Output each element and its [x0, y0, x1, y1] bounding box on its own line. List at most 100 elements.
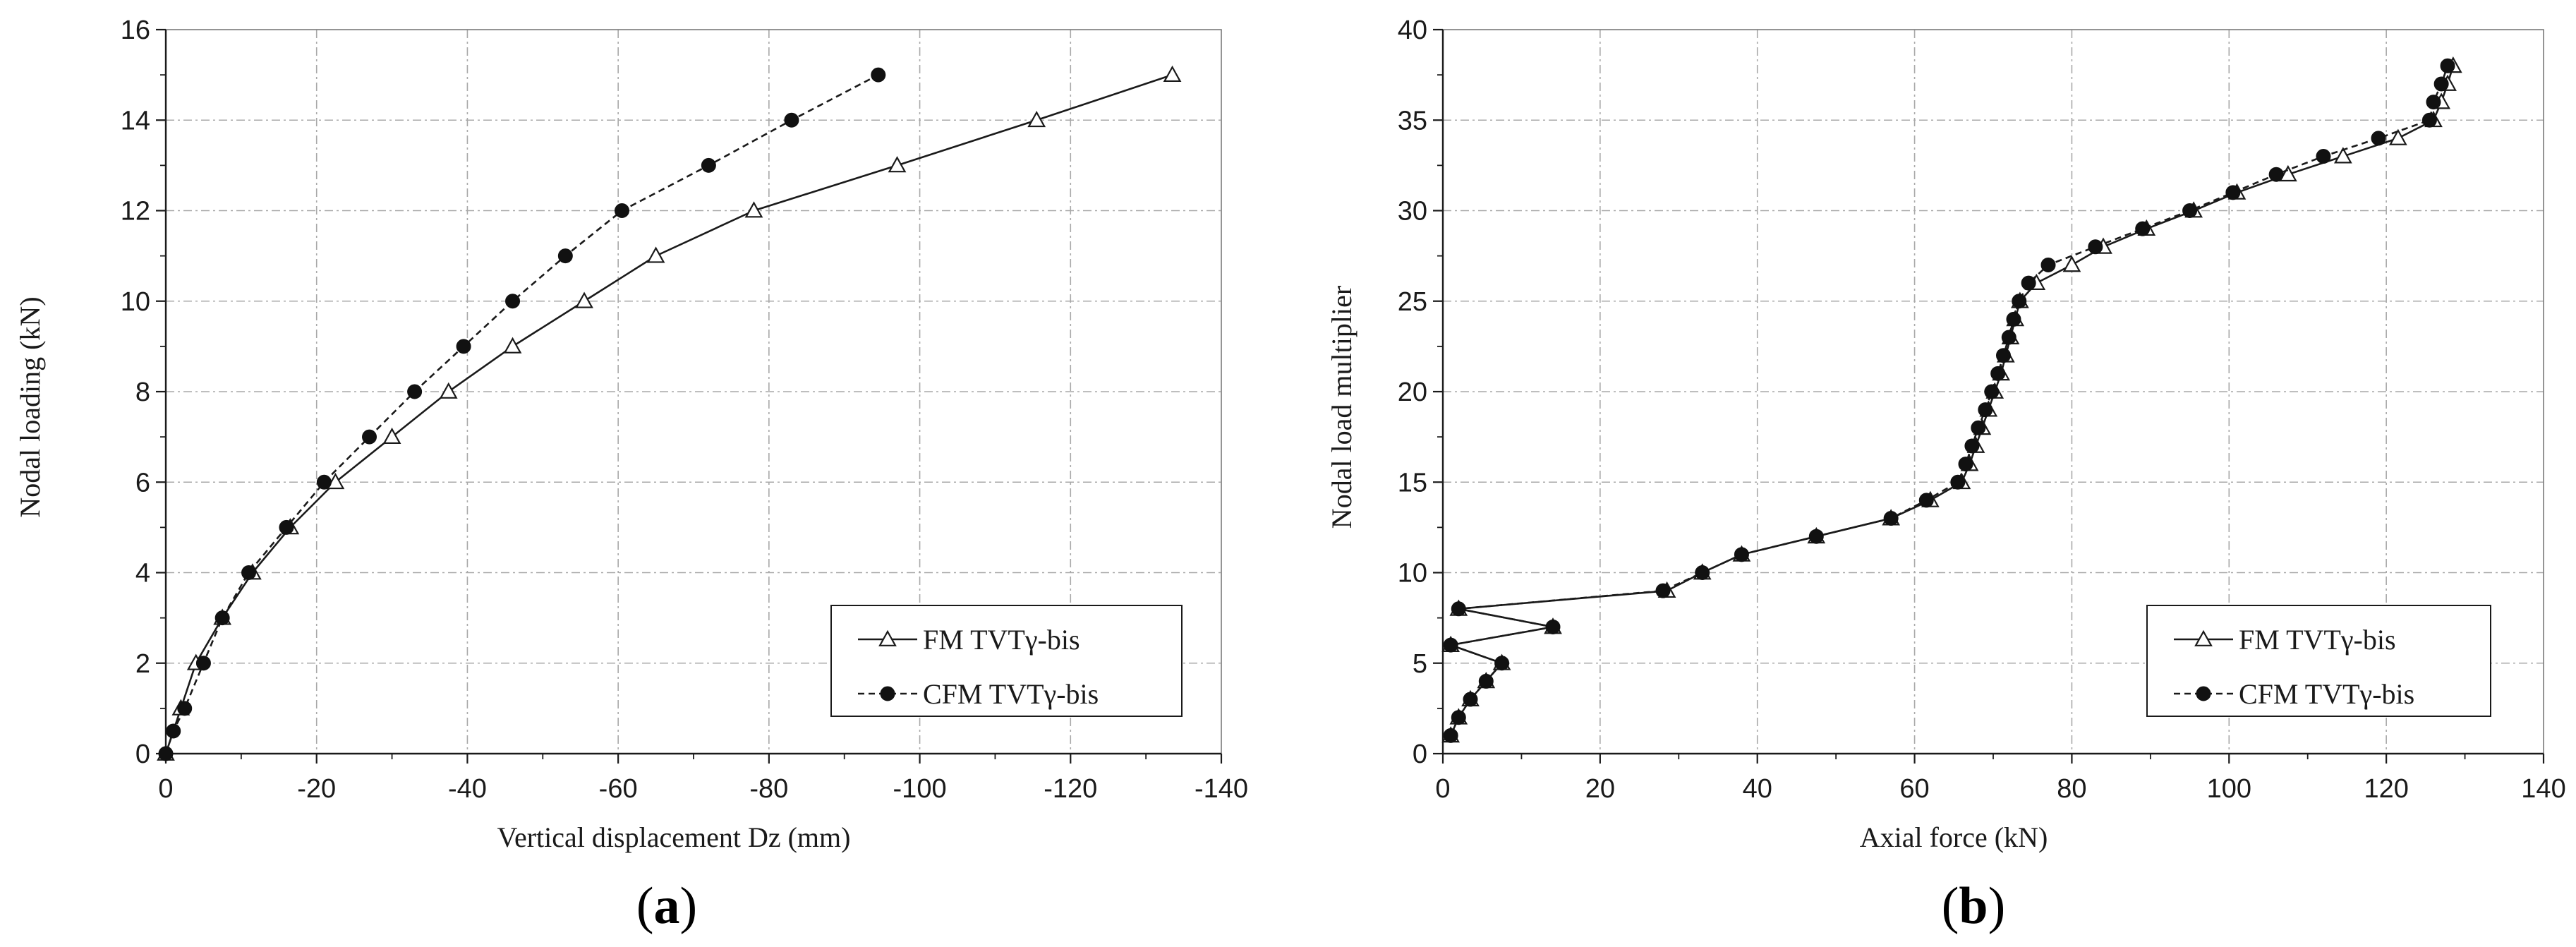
data-point-a-1-15: [784, 112, 799, 128]
data-point-b-1-11: [1808, 529, 1824, 544]
chart-panel-b: 0 5 10 15 20 25 30 35 40 0 20 40 60 80 100 120 140 Axial…: [1326, 16, 2566, 935]
x-tick-label-a-7: -140: [1195, 774, 1248, 804]
data-point-b-1-19: [1984, 384, 2000, 399]
legend-label-b-1: CFM TVTγ-bis: [2239, 678, 2414, 710]
data-point-b-1-31: [2268, 167, 2284, 182]
y-tick-label-b-8: 40: [1398, 16, 1427, 45]
data-point-b-1-8: [1655, 583, 1671, 598]
x-tick-label-b-6: 120: [2364, 774, 2408, 804]
data-point-a-0-12: [744, 201, 763, 218]
legend-swatch-marker-b-0: [2194, 629, 2213, 646]
data-point-b-1-3: [1478, 673, 1494, 689]
data-point-b-1-18: [1978, 402, 1993, 418]
data-point-b-1-37: [2440, 58, 2455, 73]
data-point-a-1-0: [158, 746, 174, 761]
data-point-a-0-7: [382, 427, 401, 445]
series-line-a-1: [164, 73, 879, 754]
data-point-a-0-15: [1163, 65, 1182, 83]
data-point-b-1-36: [2433, 76, 2449, 92]
y-tick-label-a-5: 10: [121, 287, 150, 317]
series-line-a-0: [164, 73, 1173, 754]
data-point-b-1-20: [1990, 366, 2006, 381]
legend-label-a-1: CFM TVTγ-bis: [923, 678, 1099, 710]
y-tick-label-b-6: 30: [1398, 197, 1427, 227]
chart-panel-a: 0 2 4 6 8 10 12 14 16 0 -20 -40 -60 -80 -100 -120 -140 V…: [14, 16, 1248, 935]
data-point-b-1-13: [1918, 493, 1934, 508]
legend-label-a-0: FM TVTγ-bis: [923, 624, 1080, 656]
x-tick-label-a-6: -120: [1044, 774, 1097, 804]
y-tick-label-a-3: 6: [135, 468, 150, 497]
data-point-b-1-0: [1443, 728, 1458, 743]
data-point-a-0-6: [326, 472, 345, 490]
data-point-b-1-15: [1958, 457, 1973, 472]
y-tick-label-b-0: 0: [1413, 740, 1427, 769]
data-point-b-1-33: [2371, 131, 2386, 146]
data-point-b-1-16: [1964, 438, 1980, 454]
x-tick-label-b-2: 40: [1743, 774, 1772, 804]
data-point-b-1-7: [1451, 601, 1466, 617]
data-point-b-1-29: [2182, 203, 2198, 218]
data-point-b-1-35: [2426, 95, 2441, 110]
data-point-a-0-8: [439, 382, 458, 399]
y-tick-label-a-2: 4: [135, 559, 150, 589]
x-tick-label-a-0: 0: [158, 774, 173, 804]
x-tick-label-b-0: 0: [1435, 774, 1450, 804]
data-point-a-1-9: [407, 384, 423, 399]
legend-swatch-marker-a-0: [878, 629, 897, 646]
data-point-b-1-17: [1971, 420, 1986, 435]
data-point-a-1-2: [177, 701, 193, 716]
y-tick-label-b-3: 15: [1398, 468, 1427, 497]
data-point-a-1-4: [214, 610, 230, 626]
data-point-b-1-6: [1545, 619, 1561, 634]
data-point-b-1-2: [1463, 692, 1478, 707]
series-a-1: [158, 67, 886, 761]
x-tick-label-b-1: 20: [1585, 774, 1615, 804]
data-point-b-0-32: [2333, 147, 2352, 164]
series-a: [157, 65, 1182, 761]
data-point-b-1-30: [2225, 185, 2241, 200]
data-point-b-1-22: [2001, 330, 2016, 345]
data-point-b-1-32: [2316, 149, 2331, 164]
data-point-b-0-26: [2062, 255, 2081, 272]
data-point-b-1-23: [2006, 311, 2021, 327]
data-point-a-1-10: [456, 339, 471, 354]
data-point-b-0-31: [2278, 164, 2297, 182]
data-point-a-0-9: [503, 337, 522, 354]
y-tick-label-b-5: 25: [1398, 287, 1427, 317]
panel-label-a: (a): [636, 877, 697, 935]
axes-a: 0 2 4 6 8 10 12 14 16 0 -20 -40 -60 -80 -100 -120 -140: [121, 16, 1248, 804]
x-tick-label-a-4: -80: [749, 774, 788, 804]
data-point-a-0-14: [1027, 110, 1046, 128]
panel-letter-a: a: [654, 877, 680, 935]
data-point-a-1-11: [505, 294, 521, 309]
data-point-a-1-14: [701, 157, 716, 173]
data-point-b-1-1: [1451, 710, 1466, 725]
y-tick-label-b-7: 35: [1398, 106, 1427, 135]
y-tick-label-a-1: 2: [135, 649, 150, 679]
data-point-b-1-24: [2012, 294, 2027, 309]
data-point-b-1-5: [1443, 637, 1458, 653]
y-tick-label-a-6: 12: [121, 197, 150, 227]
x-tick-label-a-2: -40: [448, 774, 487, 804]
data-point-b-1-10: [1734, 547, 1749, 562]
legend-swatch-marker-b-1: [2196, 686, 2211, 701]
data-point-a-1-12: [557, 248, 573, 264]
data-point-a-1-1: [166, 723, 181, 739]
legend-label-b-0: FM TVTγ-bis: [2239, 624, 2396, 656]
y-tick-label-b-2: 10: [1398, 559, 1427, 589]
y-tick-label-a-4: 8: [135, 378, 150, 407]
axes-b: 0 5 10 15 20 25 30 35 40 0 20 40 60 80 100 120 140: [1398, 16, 2566, 804]
y-tick-label-a-7: 14: [121, 106, 150, 135]
data-point-b-1-14: [1950, 474, 1966, 490]
data-point-b-1-12: [1883, 511, 1899, 526]
x-axis-title-b: Axial force (kN): [1860, 821, 2048, 853]
series-b-1: [1443, 58, 2455, 743]
data-point-a-1-3: [195, 656, 211, 671]
data-point-a-1-7: [316, 474, 332, 490]
x-tick-label-a-5: -100: [893, 774, 947, 804]
data-point-b-1-27: [2088, 239, 2103, 255]
legend-swatch-marker-a-1: [880, 686, 895, 701]
x-tick-label-b-7: 140: [2521, 774, 2565, 804]
series-b: [1441, 56, 2462, 743]
data-point-a-1-6: [279, 519, 294, 535]
